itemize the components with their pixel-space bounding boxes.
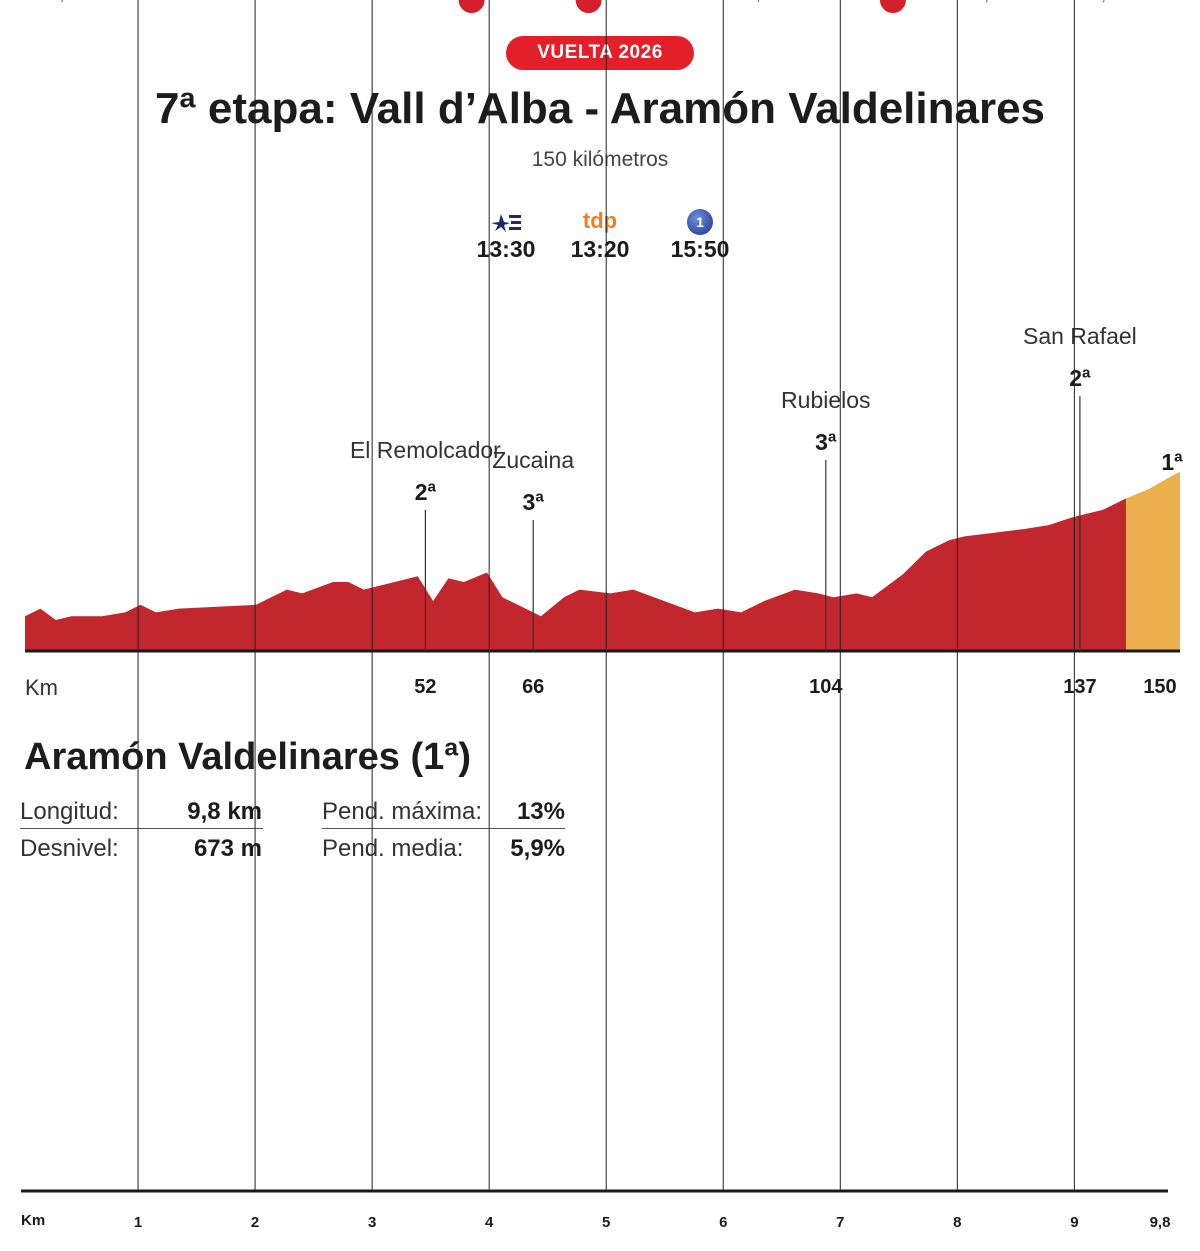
stage-x-tick: 150	[1143, 676, 1176, 698]
elevation-value: 673 m	[193, 835, 262, 862]
stage-x-tick: 66	[522, 676, 544, 698]
segment-gradient-label: 3,1%	[50, 0, 89, 4]
broadcast-la1: 1 15:50	[650, 206, 750, 263]
climb-x-tick: 6	[719, 1214, 727, 1231]
segment-gradient-label: 5%	[637, 0, 662, 4]
stage-title: 7ª etapa: Vall d’Alba - Aramón Valdelina…	[154, 84, 1046, 133]
climb-name: San Rafael	[1023, 323, 1137, 349]
stage-x-tick: 137	[1063, 676, 1096, 698]
broadcast-time: 13:20	[570, 236, 630, 262]
segment-gradient-label: 4,7%	[975, 0, 1014, 4]
max-grade-label: Pend. máxima:	[322, 798, 483, 825]
broadcast-tdp: tdp 13:20	[550, 206, 650, 263]
climb-title: Aramón Valdelinares (1ª)	[24, 736, 472, 778]
elevation-label: Desnivel:	[20, 835, 119, 862]
race-badge: VUELTA 2026	[506, 36, 694, 70]
eurosport-icon	[456, 206, 556, 236]
segment-gradient-label: 1,3%	[1092, 0, 1131, 4]
segment-gradient-label: 7%	[408, 0, 433, 4]
climb-x-tick: 1	[134, 1214, 142, 1231]
climb-x-tick: 4	[485, 1214, 494, 1231]
climb-x-axis-label: Km	[21, 1212, 45, 1229]
climb-x-tick: 3	[368, 1214, 376, 1231]
climb-x-tick: 7	[836, 1214, 844, 1231]
climb-name: Rubielos	[781, 387, 871, 413]
climb-category: 2ª	[1069, 365, 1091, 391]
climb-x-tick: 5	[602, 1214, 610, 1231]
climb-category: 1ª	[1161, 449, 1183, 475]
length-label: Longitud:	[20, 798, 119, 825]
segment-gradient-label: 5%	[174, 0, 199, 4]
max-grade-marker	[877, 0, 908, 15]
final-climb-segment-area	[1126, 471, 1180, 651]
max-grade-value: 13%	[516, 798, 565, 825]
stage-x-tick: 52	[414, 676, 436, 698]
stage-profile-area	[25, 498, 1127, 651]
max-grade-label: 13%	[453, 0, 491, 5]
max-grade-marker	[456, 0, 487, 15]
stage-distance: 150 kilómetros	[531, 148, 669, 171]
climb-x-tick: 8	[953, 1214, 961, 1231]
max-grade-marker	[573, 0, 604, 15]
climb-x-tick: 2	[251, 1214, 259, 1231]
climb-name: El Remolcador	[350, 437, 501, 463]
broadcast-eurosport: 13:30	[456, 206, 556, 263]
max-grade-label: 13%	[874, 0, 912, 5]
avg-grade-value: 5,9%	[510, 835, 565, 862]
climb-name: Zucaina	[492, 447, 574, 473]
segment-gradient-label: 6,5%	[747, 0, 786, 4]
stage-x-axis-label: Km	[25, 675, 58, 700]
climb-x-tick: 9,8	[1150, 1214, 1171, 1231]
length-value: 9,8 km	[187, 798, 262, 825]
stats-divider	[322, 828, 565, 829]
climb-category: 3ª	[815, 429, 837, 455]
la1-logo: 1	[687, 209, 713, 236]
climb-category: 3ª	[523, 489, 545, 515]
segment-gradient-label: 7%	[520, 0, 545, 4]
avg-grade-label: Pend. media:	[322, 835, 464, 862]
climb-category: 2ª	[415, 479, 437, 505]
stage-x-tick: 104	[809, 676, 843, 698]
max-grade-label: 13%	[570, 0, 608, 5]
climb-x-tick: 9	[1070, 1214, 1078, 1231]
broadcast-time: 15:50	[670, 236, 730, 262]
broadcast-time: 13:30	[476, 236, 536, 262]
stats-divider	[20, 828, 263, 829]
tdp-logo: tdp	[582, 208, 618, 233]
segment-gradient-label: 8%	[291, 0, 316, 4]
